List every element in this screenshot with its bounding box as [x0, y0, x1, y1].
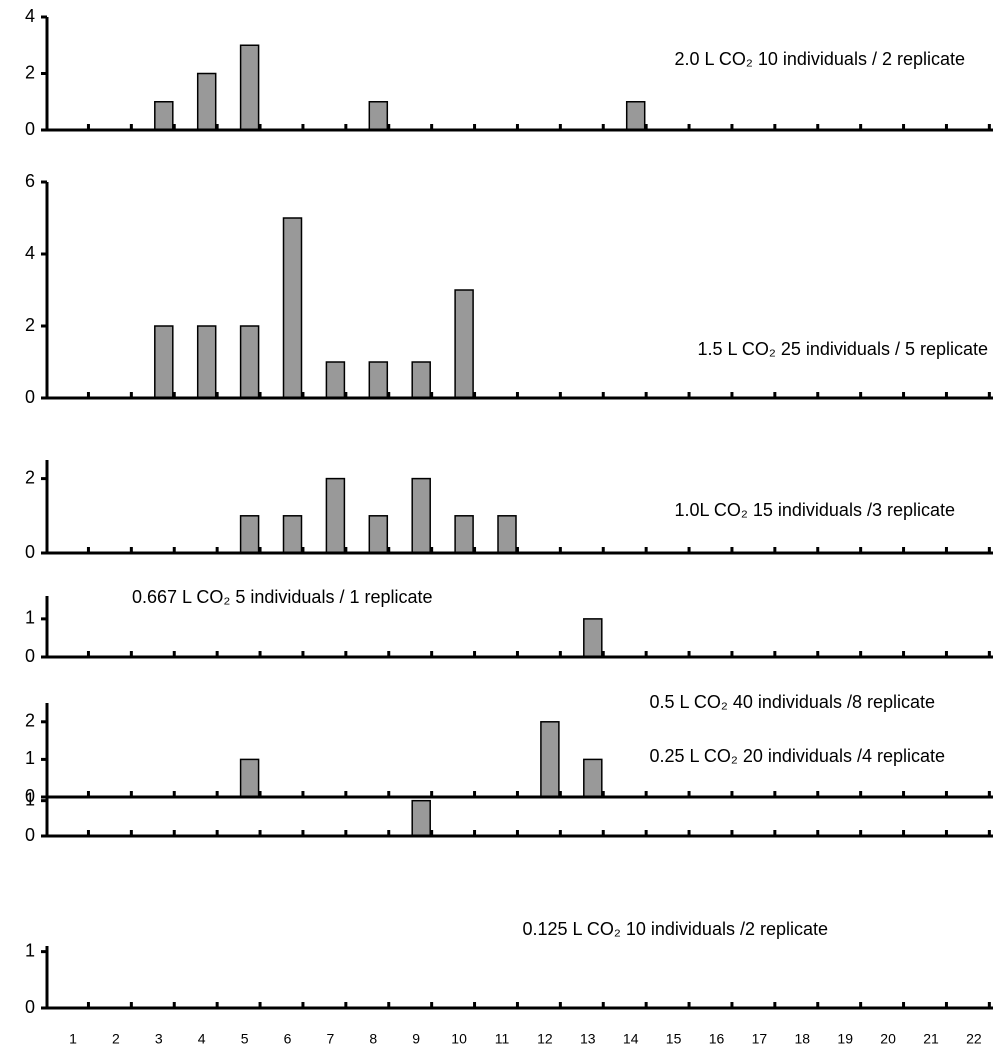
- x-tick-label: 16: [709, 1031, 725, 1047]
- bar: [625, 101, 646, 131]
- x-tick-label: 17: [752, 1031, 768, 1047]
- bar: [239, 515, 260, 554]
- x-tick-label: 11: [495, 1031, 510, 1047]
- bar: [282, 217, 303, 399]
- x-tick-label: 19: [837, 1031, 853, 1047]
- y-tick-label: 0: [25, 542, 35, 562]
- panel-title: 0.667 L CO₂ 5 individuals / 1 replicate: [132, 587, 433, 607]
- x-tick-label: 21: [923, 1031, 939, 1047]
- panel-title: 1.0L CO₂ 15 individuals /3 replicate: [675, 500, 955, 520]
- x-tick-label: 3: [155, 1031, 163, 1047]
- bar: [411, 361, 431, 399]
- x-tick-label: 22: [966, 1031, 982, 1047]
- bar: [411, 477, 431, 554]
- x-tick-label: 1: [69, 1031, 77, 1047]
- y-tick-label: 0: [25, 997, 35, 1017]
- y-tick-label: 0: [25, 646, 35, 666]
- x-tick-label: 7: [327, 1031, 335, 1047]
- y-tick-label: 1: [25, 748, 35, 768]
- bar: [454, 515, 474, 554]
- panel-title: 0.25 L CO₂ 20 individuals /4 replicate: [650, 746, 946, 766]
- y-tick-label: 0: [25, 387, 35, 407]
- x-tick-label: 2: [112, 1031, 120, 1047]
- x-tick-label: 6: [284, 1031, 292, 1047]
- bar: [368, 515, 389, 554]
- bar: [282, 515, 303, 554]
- bar: [196, 325, 217, 399]
- y-tick-label: 6: [25, 171, 35, 191]
- x-tick-label: 5: [241, 1031, 249, 1047]
- bar: [154, 325, 174, 399]
- y-tick-label: 1: [25, 608, 35, 628]
- bar: [239, 44, 260, 131]
- y-tick-label: 0: [25, 825, 35, 845]
- bar: [583, 758, 603, 798]
- y-tick-label: 1: [25, 940, 35, 960]
- x-tick-label: 18: [795, 1031, 811, 1047]
- x-tick-label: 20: [880, 1031, 896, 1047]
- bar: [368, 101, 389, 131]
- y-tick-label: 0: [25, 786, 35, 806]
- y-tick-label: 2: [25, 315, 35, 335]
- bar: [196, 72, 217, 131]
- x-tick-label: 9: [412, 1031, 420, 1047]
- bar: [325, 477, 346, 554]
- x-tick-label: 14: [623, 1031, 639, 1047]
- x-tick-label: 15: [666, 1031, 682, 1047]
- bar: [368, 361, 389, 399]
- bar: [411, 799, 431, 837]
- y-tick-label: 4: [25, 6, 35, 26]
- y-tick-label: 2: [25, 467, 35, 487]
- bar: [540, 721, 560, 798]
- bar: [154, 101, 174, 131]
- bar: [497, 515, 517, 554]
- x-tick-label: 8: [369, 1031, 377, 1047]
- x-tick-label: 10: [451, 1031, 467, 1047]
- x-tick-label: 12: [537, 1031, 553, 1047]
- y-tick-label: 2: [25, 711, 35, 731]
- panel-title: 0.5 L CO₂ 40 individuals /8 replicate: [650, 692, 935, 712]
- x-tick-label: 13: [580, 1031, 596, 1047]
- panel-title: 1.5 L CO₂ 25 individuals / 5 replicate: [698, 339, 988, 359]
- bar: [583, 618, 603, 658]
- bar: [239, 325, 260, 399]
- bar: [325, 361, 346, 399]
- y-tick-label: 2: [25, 62, 35, 82]
- panel-title: 2.0 L CO₂ 10 individuals / 2 replicate: [675, 49, 965, 69]
- y-tick-label: 4: [25, 243, 35, 263]
- y-tick-label: 1: [25, 789, 35, 809]
- bar: [454, 289, 474, 399]
- x-tick-label: 4: [198, 1031, 206, 1047]
- panel-title: 0.125 L CO₂ 10 individuals /2 replicate: [523, 919, 829, 939]
- bar: [239, 758, 260, 798]
- y-tick-label: 0: [25, 119, 35, 139]
